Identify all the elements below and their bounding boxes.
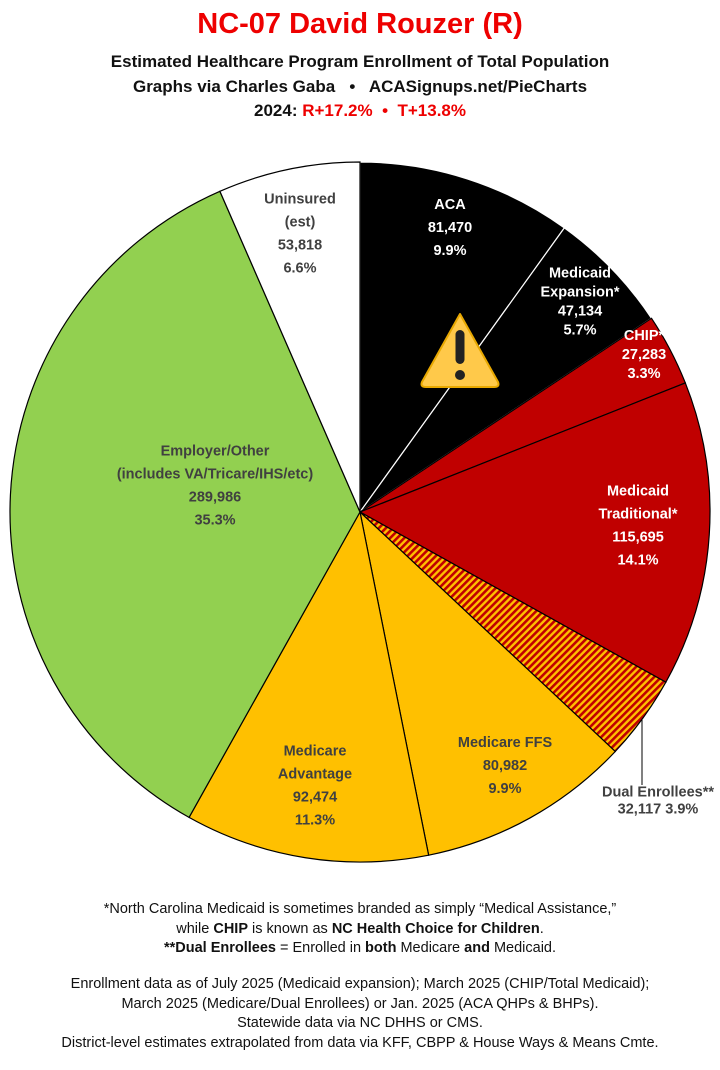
year-label: 2024:: [254, 101, 298, 120]
footnote-chip: while CHIP is known as NC Health Choice …: [0, 920, 720, 940]
slice-label: ACA: [434, 197, 466, 213]
margins-text: R+17.2% • T+13.8%: [302, 101, 466, 120]
t: Medicare: [396, 940, 465, 956]
slice-label: Expansion*: [541, 285, 620, 301]
election-margins: 2024: R+17.2% • T+13.8%: [0, 101, 720, 121]
slice-label: 3.3%: [627, 366, 660, 382]
t: = Enrolled in: [275, 940, 366, 956]
footnote-dual: **Dual Enrollees = Enrolled in both Medi…: [0, 939, 720, 959]
slice-label: 6.6%: [283, 261, 316, 277]
slice-label: Uninsured: [264, 192, 336, 208]
t: **Dual Enrollees: [163, 940, 276, 956]
slice-label: Medicare FFS: [458, 735, 553, 751]
slice-label: 5.7%: [563, 323, 596, 339]
warning-triangle-icon: [420, 313, 500, 388]
t: both: [365, 940, 397, 956]
footnote-medicaid: *North Carolina Medicaid is sometimes br…: [103, 901, 617, 917]
slice-label: 27,283: [622, 347, 666, 363]
chart-credit: Graphs via Charles Gaba • ACASignups.net…: [0, 77, 720, 97]
pie-slice-medicare-ffs: [359, 510, 617, 856]
slice-label: Medicaid: [607, 484, 669, 500]
slice-label: CHIP*: [624, 328, 665, 344]
slice-label: 14.1%: [617, 553, 658, 569]
slice-label: 289,986: [189, 490, 241, 506]
slice-label: 115,695: [612, 530, 664, 546]
t: and: [464, 940, 490, 956]
footnotes: *North Carolina Medicaid is sometimes br…: [0, 900, 720, 959]
source-line: March 2025 (Medicare/Dual Enrollees) or …: [121, 995, 599, 1012]
slice-label: Traditional*: [599, 507, 678, 523]
slice-label: Medicare: [284, 744, 347, 760]
t: is known as: [248, 920, 332, 937]
source-line: Statewide data via NC DHHS or CMS.: [237, 1015, 483, 1031]
pie-slice-uninsured-est: [219, 161, 361, 513]
slice-label: 53,818: [278, 238, 322, 254]
slice-label: 80,982: [483, 758, 527, 774]
slice-label: 47,134: [558, 304, 602, 320]
pie-slice-employer-other: [9, 190, 361, 819]
slice-label: Dual Enrollees**: [602, 785, 714, 801]
source-line: Enrollment data as of July 2025 (Medicai…: [70, 976, 650, 992]
slice-label: 9.9%: [433, 243, 466, 259]
slice-label: 35.3%: [194, 513, 235, 529]
slice-label: Advantage: [278, 767, 352, 783]
slice-label: (includes VA/Tricare/IHS/etc): [117, 467, 314, 483]
t: .: [539, 920, 544, 937]
source-line: District-level estimates extrapolated fr…: [61, 1034, 659, 1051]
t: while: [176, 920, 214, 937]
slice-label: 32,117 3.9%: [618, 802, 699, 818]
slice-label: Employer/Other: [161, 444, 270, 460]
slice-label: 92,474: [293, 790, 337, 806]
chart-title: NC-07 David Rouzer (R): [197, 8, 523, 40]
t: NC Health Choice for Children: [331, 920, 540, 937]
slice-label: Medicaid: [549, 266, 611, 282]
chart-subtitle: Estimated Healthcare Program Enrollment …: [110, 52, 610, 71]
slice-label: 81,470: [428, 220, 472, 236]
credit-text: Graphs via Charles Gaba • ACASignups.net…: [132, 77, 588, 96]
t: CHIP: [213, 920, 248, 937]
pie-slice-medicare-advantage: [188, 510, 430, 863]
pie-slice-medicaid-expansion: [359, 227, 653, 513]
slice-label: 9.9%: [488, 781, 521, 797]
slice-label: (est): [285, 215, 316, 231]
sources: Enrollment data as of July 2025 (Medicai…: [0, 975, 720, 1053]
pie-slice-medicaid-traditional: [358, 382, 711, 683]
slice-label: 11.3%: [295, 813, 335, 829]
t: Medicaid.: [489, 940, 557, 956]
